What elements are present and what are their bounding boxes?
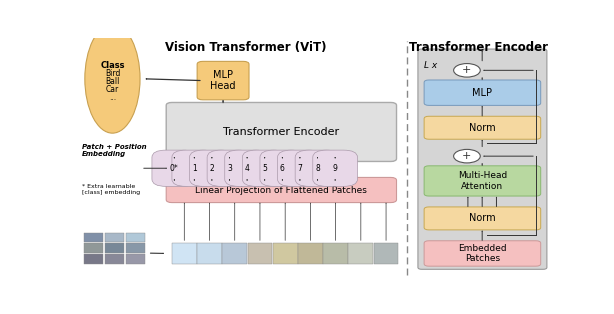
FancyBboxPatch shape bbox=[197, 243, 222, 264]
FancyBboxPatch shape bbox=[418, 49, 547, 269]
Circle shape bbox=[454, 63, 480, 77]
FancyBboxPatch shape bbox=[424, 116, 541, 139]
Text: Vision Transformer (ViT): Vision Transformer (ViT) bbox=[165, 41, 327, 54]
Text: Norm: Norm bbox=[469, 123, 495, 133]
FancyBboxPatch shape bbox=[424, 241, 541, 266]
Text: Class: Class bbox=[100, 61, 125, 70]
Text: L x: L x bbox=[424, 61, 437, 70]
FancyBboxPatch shape bbox=[313, 150, 357, 187]
FancyBboxPatch shape bbox=[126, 254, 145, 264]
Text: Transformer Encoder: Transformer Encoder bbox=[410, 41, 548, 54]
FancyBboxPatch shape bbox=[278, 150, 322, 187]
FancyBboxPatch shape bbox=[247, 243, 273, 264]
Text: * Extra learnable
[class] embedding: * Extra learnable [class] embedding bbox=[82, 184, 139, 195]
Text: MLP: MLP bbox=[472, 88, 492, 98]
Text: 5: 5 bbox=[262, 164, 267, 173]
Text: +: + bbox=[462, 151, 472, 161]
FancyBboxPatch shape bbox=[84, 243, 103, 253]
FancyBboxPatch shape bbox=[424, 166, 541, 196]
Text: 6: 6 bbox=[280, 164, 285, 173]
Text: Norm: Norm bbox=[469, 214, 495, 223]
FancyBboxPatch shape bbox=[126, 233, 145, 242]
FancyBboxPatch shape bbox=[84, 254, 103, 264]
FancyBboxPatch shape bbox=[374, 243, 398, 264]
FancyBboxPatch shape bbox=[295, 150, 340, 187]
FancyBboxPatch shape bbox=[126, 243, 145, 253]
Text: 1: 1 bbox=[192, 164, 196, 173]
FancyBboxPatch shape bbox=[172, 150, 217, 187]
FancyBboxPatch shape bbox=[166, 177, 397, 203]
FancyBboxPatch shape bbox=[349, 243, 373, 264]
Text: MLP
Head: MLP Head bbox=[211, 70, 236, 91]
FancyBboxPatch shape bbox=[424, 207, 541, 230]
FancyBboxPatch shape bbox=[105, 254, 124, 264]
FancyBboxPatch shape bbox=[152, 150, 196, 187]
Text: 0*: 0* bbox=[170, 164, 179, 173]
FancyBboxPatch shape bbox=[105, 243, 124, 253]
FancyBboxPatch shape bbox=[225, 150, 270, 187]
Text: 4: 4 bbox=[244, 164, 249, 173]
FancyBboxPatch shape bbox=[172, 243, 196, 264]
FancyBboxPatch shape bbox=[260, 150, 305, 187]
Text: 8: 8 bbox=[315, 164, 320, 173]
Circle shape bbox=[454, 149, 480, 163]
FancyBboxPatch shape bbox=[207, 150, 252, 187]
FancyBboxPatch shape bbox=[105, 233, 124, 242]
FancyBboxPatch shape bbox=[273, 243, 298, 264]
Text: +: + bbox=[462, 65, 472, 75]
Ellipse shape bbox=[85, 24, 140, 133]
Text: Multi-Head
Attention: Multi-Head Attention bbox=[458, 171, 507, 191]
Text: ...: ... bbox=[109, 93, 116, 102]
Text: 3: 3 bbox=[227, 164, 232, 173]
FancyBboxPatch shape bbox=[298, 243, 323, 264]
Text: 2: 2 bbox=[209, 164, 214, 173]
Text: Car: Car bbox=[106, 85, 119, 95]
Text: Bird: Bird bbox=[105, 69, 120, 78]
FancyBboxPatch shape bbox=[84, 233, 103, 242]
FancyBboxPatch shape bbox=[243, 150, 287, 187]
FancyBboxPatch shape bbox=[197, 61, 249, 100]
Text: Transformer Encoder: Transformer Encoder bbox=[223, 127, 340, 137]
FancyBboxPatch shape bbox=[424, 80, 541, 106]
Text: Ball: Ball bbox=[105, 77, 120, 86]
Text: 9: 9 bbox=[333, 164, 338, 173]
FancyBboxPatch shape bbox=[166, 102, 397, 161]
Text: Linear Projection of Flattened Patches: Linear Projection of Flattened Patches bbox=[195, 186, 367, 194]
Text: 7: 7 bbox=[298, 164, 302, 173]
FancyBboxPatch shape bbox=[222, 243, 247, 264]
FancyBboxPatch shape bbox=[323, 243, 348, 264]
FancyBboxPatch shape bbox=[190, 150, 235, 187]
Text: Patch + Position
Embedding: Patch + Position Embedding bbox=[82, 143, 146, 157]
Text: Embedded
Patches: Embedded Patches bbox=[458, 244, 507, 263]
